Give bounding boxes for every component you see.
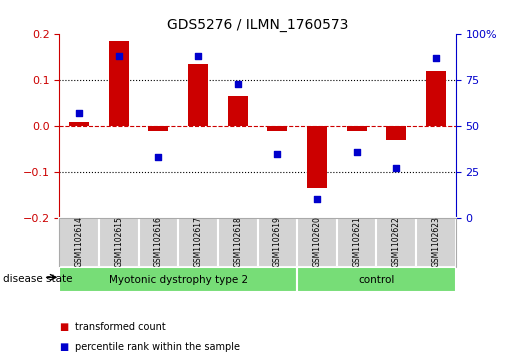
Bar	[59, 267, 297, 292]
Text: GSM1102615: GSM1102615	[114, 216, 123, 267]
Point	[313, 196, 321, 202]
Bar	[218, 218, 258, 267]
Text: Myotonic dystrophy type 2: Myotonic dystrophy type 2	[109, 274, 248, 285]
Text: GSM1102617: GSM1102617	[194, 216, 202, 267]
Bar	[59, 218, 99, 267]
Bar	[347, 126, 367, 131]
Point	[154, 154, 162, 160]
Bar	[426, 71, 446, 126]
Bar	[416, 218, 456, 267]
Text: disease state: disease state	[3, 274, 72, 284]
Bar	[297, 218, 337, 267]
Point	[392, 166, 401, 171]
Text: GSM1102616: GSM1102616	[154, 216, 163, 267]
Point	[114, 54, 123, 60]
Title: GDS5276 / ILMN_1760573: GDS5276 / ILMN_1760573	[167, 18, 348, 32]
Bar	[297, 267, 456, 292]
Bar	[139, 218, 178, 267]
Bar	[267, 126, 287, 131]
Text: GSM1102619: GSM1102619	[273, 216, 282, 267]
Bar	[386, 126, 406, 140]
Bar	[376, 218, 416, 267]
Bar	[307, 126, 327, 188]
Bar	[69, 122, 89, 126]
Point	[432, 56, 440, 61]
Text: GSM1102614: GSM1102614	[75, 216, 83, 267]
Bar	[258, 218, 297, 267]
Text: GSM1102620: GSM1102620	[313, 216, 321, 267]
Text: GSM1102618: GSM1102618	[233, 216, 242, 267]
Bar	[148, 126, 168, 131]
Point	[194, 54, 202, 60]
Point	[75, 110, 83, 116]
Text: control: control	[358, 274, 394, 285]
Bar	[337, 218, 376, 267]
Point	[233, 81, 242, 87]
Text: percentile rank within the sample: percentile rank within the sample	[75, 342, 239, 352]
Bar	[188, 64, 208, 126]
Text: GSM1102623: GSM1102623	[432, 216, 440, 267]
Text: transformed count: transformed count	[75, 322, 165, 332]
Text: GSM1102621: GSM1102621	[352, 216, 361, 267]
Point	[352, 149, 360, 155]
Bar	[109, 41, 129, 126]
Point	[273, 151, 281, 156]
Text: ■: ■	[59, 322, 68, 332]
Text: ■: ■	[59, 342, 68, 352]
Bar	[178, 218, 218, 267]
Bar	[228, 96, 248, 126]
Text: GSM1102622: GSM1102622	[392, 216, 401, 267]
Bar	[99, 218, 139, 267]
